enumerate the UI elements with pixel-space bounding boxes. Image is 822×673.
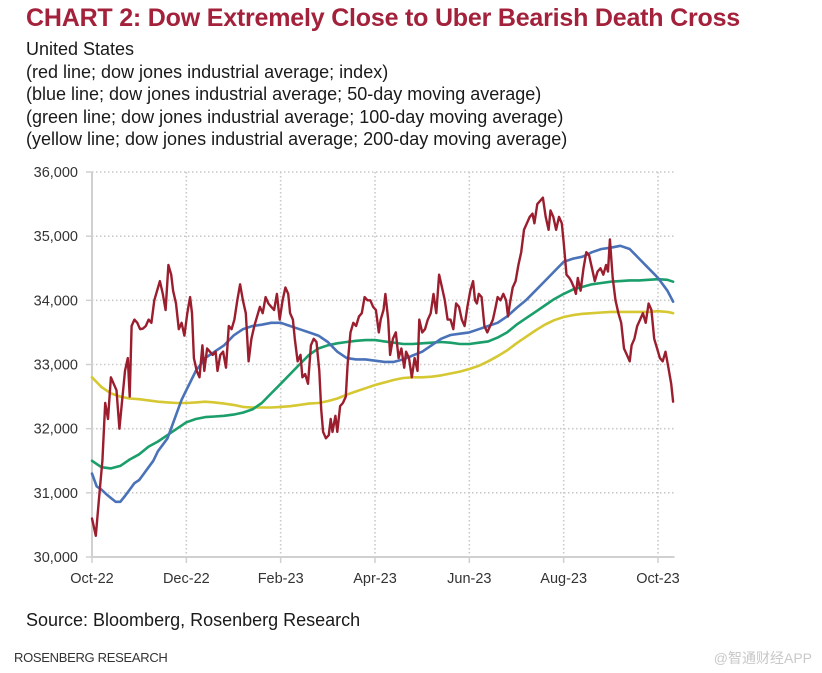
x-tick-label: Jun-23 bbox=[447, 571, 491, 587]
subtitle-red-line-desc: (red line; dow jones industrial average;… bbox=[26, 61, 389, 82]
y-tick-label: 31,000 bbox=[34, 486, 78, 502]
axes bbox=[86, 171, 675, 563]
x-tick-label: Feb-23 bbox=[258, 571, 304, 587]
watermark: @智通财经APP bbox=[713, 650, 812, 666]
y-tick-label: 36,000 bbox=[34, 165, 78, 181]
subtitle-yellow-line-desc: (yellow line; dow jones industrial avera… bbox=[26, 129, 568, 149]
grid-lines bbox=[92, 171, 675, 557]
x-tick-label: Dec-22 bbox=[163, 571, 210, 587]
ma200-line-yellow bbox=[90, 309, 675, 409]
x-tick-label: Oct-23 bbox=[636, 571, 680, 587]
ma100-line-green bbox=[90, 277, 675, 470]
y-tick-labels: 30,000 31,000 32,000 33,000 34,000 35,000 36,0… bbox=[34, 165, 78, 566]
chart-subtitle: United States (red line; dow jones indus… bbox=[26, 38, 567, 151]
subtitle-blue-line-desc: (blue line; dow jones industrial average… bbox=[26, 84, 542, 104]
index-line-red bbox=[90, 196, 675, 537]
subtitle-region: United States bbox=[26, 39, 135, 59]
y-tick-label: 30,000 bbox=[34, 550, 78, 566]
brand-label: ROSENBERG RESEARCH bbox=[14, 650, 168, 665]
chart-title: CHART 2: Dow Extremely Close to Uber Bea… bbox=[26, 4, 740, 32]
y-tick-label: 33,000 bbox=[34, 358, 78, 374]
x-tick-label: Oct-22 bbox=[70, 571, 114, 587]
y-tick-label: 32,000 bbox=[34, 422, 78, 438]
ma50-line-blue bbox=[90, 244, 675, 504]
line-chart: 30,000 31,000 32,000 33,000 34,000 35,000 36,0… bbox=[34, 165, 680, 587]
x-tick-label: Aug-23 bbox=[540, 571, 587, 587]
x-tick-label: Apr-23 bbox=[353, 571, 397, 587]
x-tick-labels: Oct-22 Dec-22 Feb-23 Apr-23 Jun-23 Aug-23 Oct-… bbox=[70, 571, 680, 587]
y-tick-label: 34,000 bbox=[34, 293, 78, 309]
series-lines bbox=[90, 196, 675, 537]
source-note: Source: Bloomberg, Rosenberg Research bbox=[26, 610, 361, 630]
subtitle-green-line-desc: (green line; dow jones industrial averag… bbox=[26, 106, 564, 127]
y-tick-label: 35,000 bbox=[34, 229, 78, 245]
